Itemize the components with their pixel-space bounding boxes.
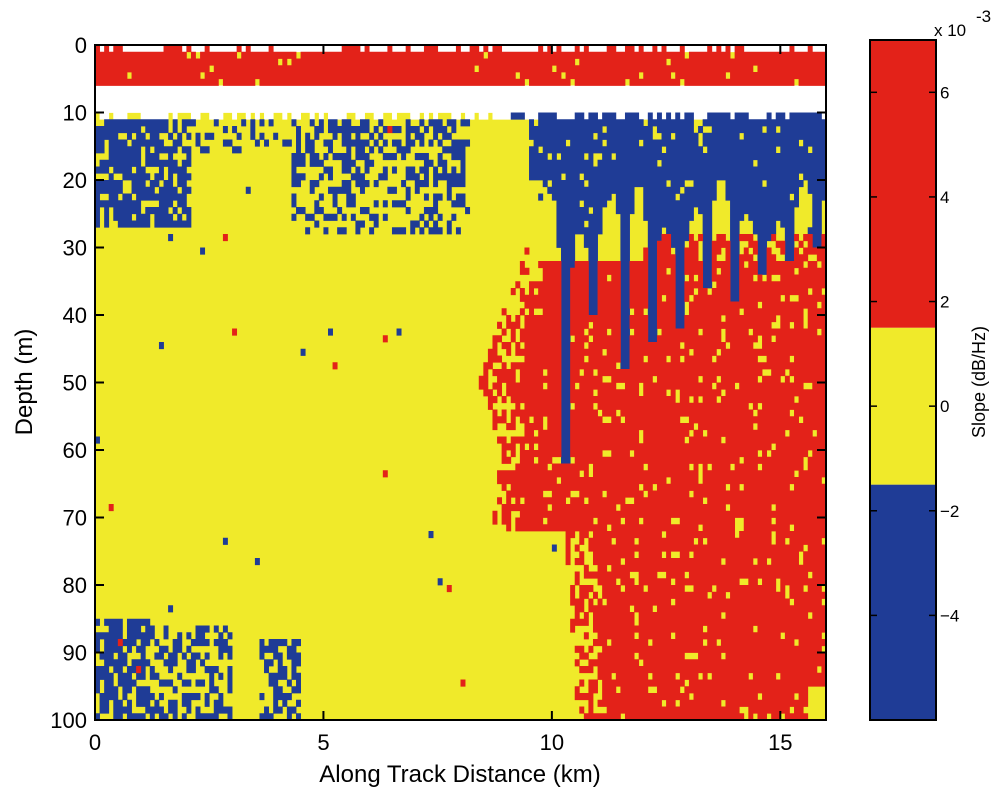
colorbar-band <box>870 484 936 720</box>
x-tick-label: 0 <box>89 730 101 755</box>
colorbar-tick-label: −2 <box>940 502 959 521</box>
colorbar <box>870 40 936 720</box>
negative-slope-cells <box>95 112 826 720</box>
y-axis-label: Depth (m) <box>11 329 38 436</box>
y-tick-label: 50 <box>63 371 87 396</box>
x-tick-label: 10 <box>540 730 564 755</box>
colorbar-tick-label: −4 <box>940 606 959 625</box>
colorbar-tick-label: 4 <box>940 188 949 207</box>
y-tick-label: 40 <box>63 303 87 328</box>
colorbar-tick-label: 0 <box>940 397 949 416</box>
y-tick-label: 20 <box>63 168 87 193</box>
x-tick-label: 5 <box>317 730 329 755</box>
y-tick-label: 100 <box>50 708 87 733</box>
y-tick-label: 30 <box>63 236 87 261</box>
y-tick-label: 0 <box>75 33 87 58</box>
colorbar-exponent-power: -3 <box>976 7 991 26</box>
colorbar-band <box>870 327 936 485</box>
no-data-region <box>95 45 826 120</box>
y-tick-label: 60 <box>63 438 87 463</box>
positive-slope-cells <box>95 45 826 720</box>
colorbar-tick-label: 2 <box>940 293 949 312</box>
y-tick-label: 90 <box>63 641 87 666</box>
colorbar-frame <box>869 39 937 721</box>
colorbar-tick-label: 6 <box>940 83 949 102</box>
colorbar-band <box>870 40 936 328</box>
x-tick-label: 15 <box>768 730 792 755</box>
colorbar-ticks: 6 4 2 0 −2 −4 <box>870 83 959 625</box>
y-axis-ticks: 0 10 20 30 40 50 60 70 80 90 100 <box>50 33 826 733</box>
x-axis-label: Along Track Distance (km) <box>319 761 600 788</box>
y-tick-label: 10 <box>63 101 87 126</box>
x-axis-ticks: 0 5 10 15 <box>89 45 793 755</box>
y-tick-label: 80 <box>63 573 87 598</box>
heatmap-plot-area <box>95 45 826 720</box>
colorbar-label: Slope (dB/Hz) <box>969 326 989 438</box>
colorbar-exponent: x 10 <box>934 21 966 40</box>
y-tick-label: 70 <box>63 506 87 531</box>
